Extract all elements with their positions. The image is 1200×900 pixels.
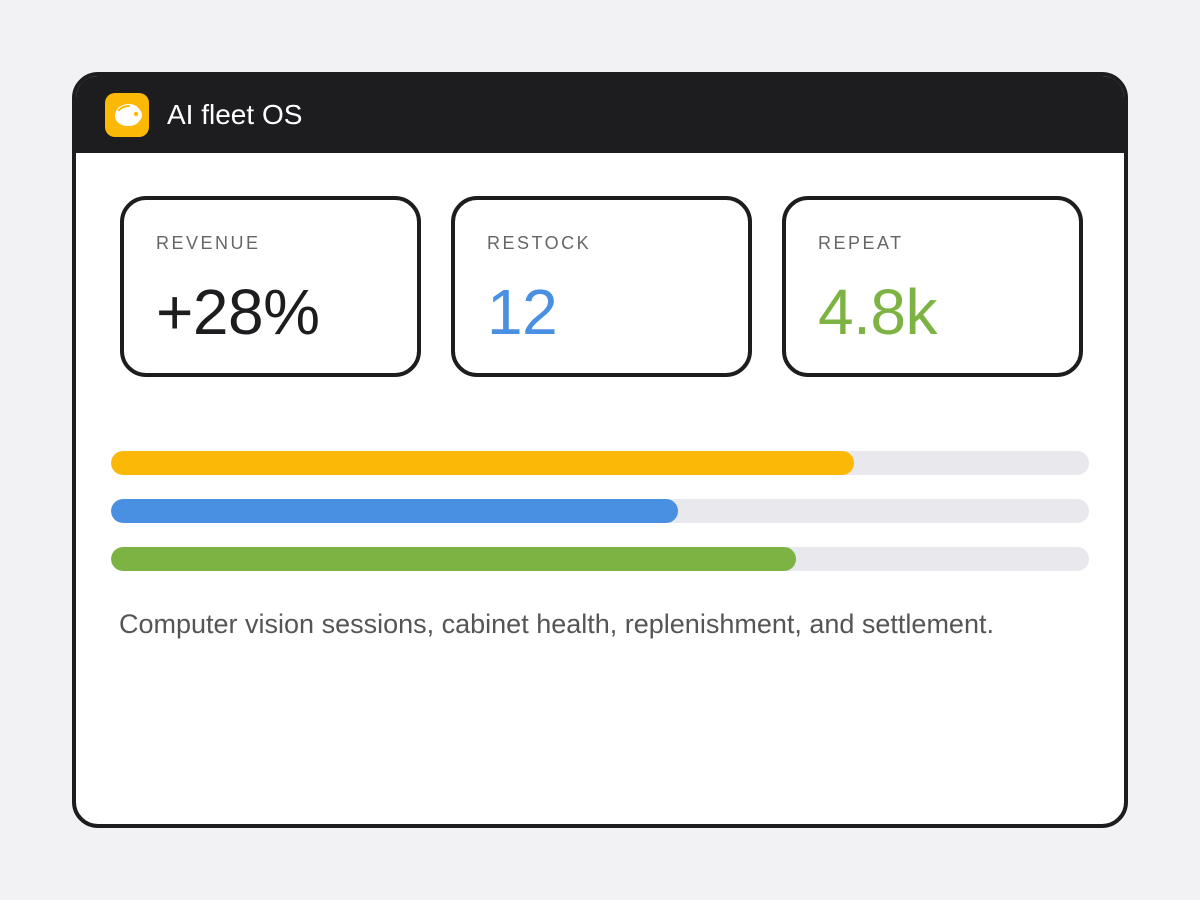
- description-text: Computer vision sessions, cabinet health…: [119, 609, 994, 639]
- metric-card-revenue: REVENUE +28%: [120, 196, 421, 377]
- metric-label: RESTOCK: [487, 233, 592, 253]
- progress-fill-blue: [111, 499, 679, 523]
- metric-label: REPEAT: [818, 233, 904, 253]
- robot-head-icon: [105, 92, 149, 137]
- metric-cards: REVENUE +28% RESTOCK 12 REPEAT 4.8k: [120, 196, 1084, 377]
- metric-value: 4.8k: [818, 276, 937, 348]
- progress-track-blue: [111, 499, 1089, 523]
- progress-track-yellow: [111, 451, 1089, 475]
- progress-track-green: [111, 547, 1089, 571]
- progress-fill-yellow: [111, 451, 855, 475]
- app-window: AI fleet OS REVENUE +28% RESTOCK 12 REPE…: [72, 72, 1128, 828]
- metric-value: +28%: [156, 276, 320, 348]
- metric-card-repeat: REPEAT 4.8k: [782, 196, 1083, 377]
- title-bar: AI fleet OS: [76, 76, 1124, 153]
- metric-card-restock: RESTOCK 12: [451, 196, 752, 377]
- progress-bars: [111, 451, 1089, 595]
- metric-value: 12: [487, 276, 558, 348]
- metric-label: REVENUE: [156, 233, 261, 253]
- progress-fill-green: [111, 547, 796, 571]
- app-title: AI fleet OS: [167, 98, 303, 130]
